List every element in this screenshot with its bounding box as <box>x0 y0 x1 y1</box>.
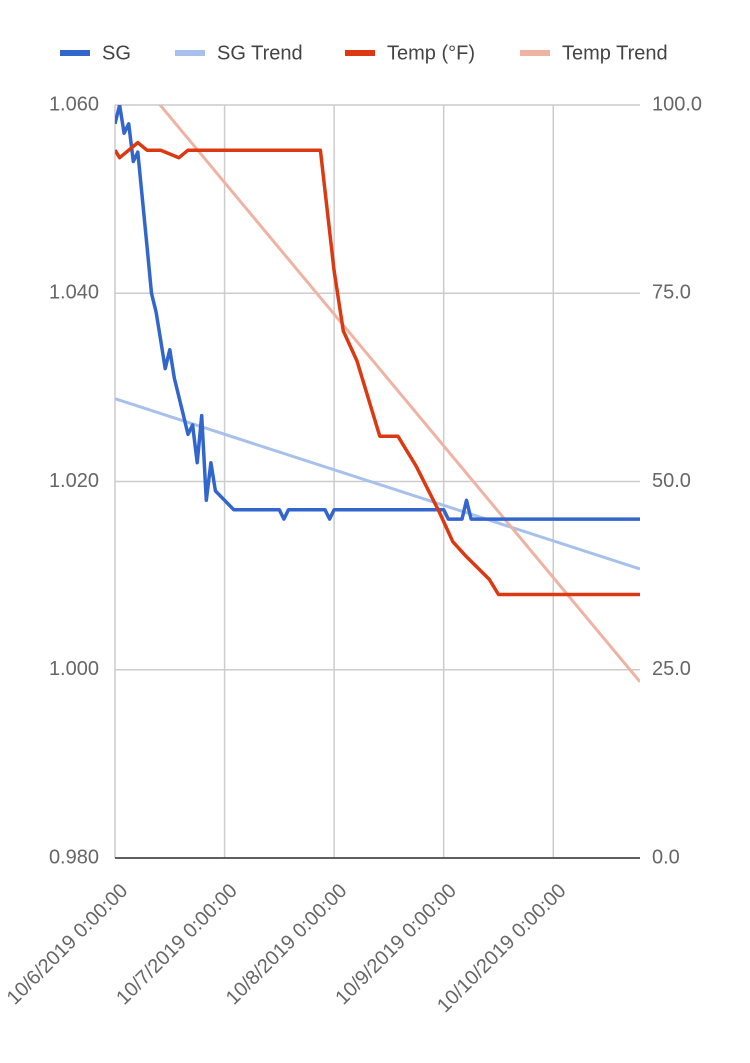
legend-label: SG <box>102 42 131 64</box>
y-tick-label: 1.000 <box>49 658 99 680</box>
legend-swatch <box>60 50 90 56</box>
y-tick-label: 1.040 <box>49 282 99 304</box>
series-line <box>115 105 640 521</box>
y-tick-label: 1.060 <box>49 93 99 115</box>
y2-tick-label: 50.0 <box>652 470 691 492</box>
legend-label: Temp Trend <box>562 42 668 64</box>
legend-swatch <box>175 50 205 56</box>
series-line <box>115 140 640 597</box>
legend-label: Temp (°F) <box>387 42 475 64</box>
y2-tick-label: 0.0 <box>652 846 680 868</box>
y2-tick-label: 100.0 <box>652 93 702 115</box>
legend-swatch <box>345 50 375 56</box>
x-tick-label: 10/7/2019 0:00:00 <box>112 880 242 1010</box>
y2-tick-label: 25.0 <box>652 658 691 680</box>
y-tick-label: 1.020 <box>49 470 99 492</box>
x-tick-label: 10/6/2019 0:00:00 <box>3 880 133 1010</box>
legend: SG SG Trend Temp (°F) Temp Trend <box>60 42 668 64</box>
legend-label: SG Trend <box>217 42 303 64</box>
y-tick-label: 0.980 <box>49 846 99 868</box>
y2-tick-label: 75.0 <box>652 282 691 304</box>
series-line <box>158 105 640 683</box>
x-tick-label: 10/8/2019 0:00:00 <box>222 880 352 1010</box>
x-tick-label: 10/9/2019 0:00:00 <box>331 880 461 1010</box>
legend-swatch <box>520 50 550 56</box>
